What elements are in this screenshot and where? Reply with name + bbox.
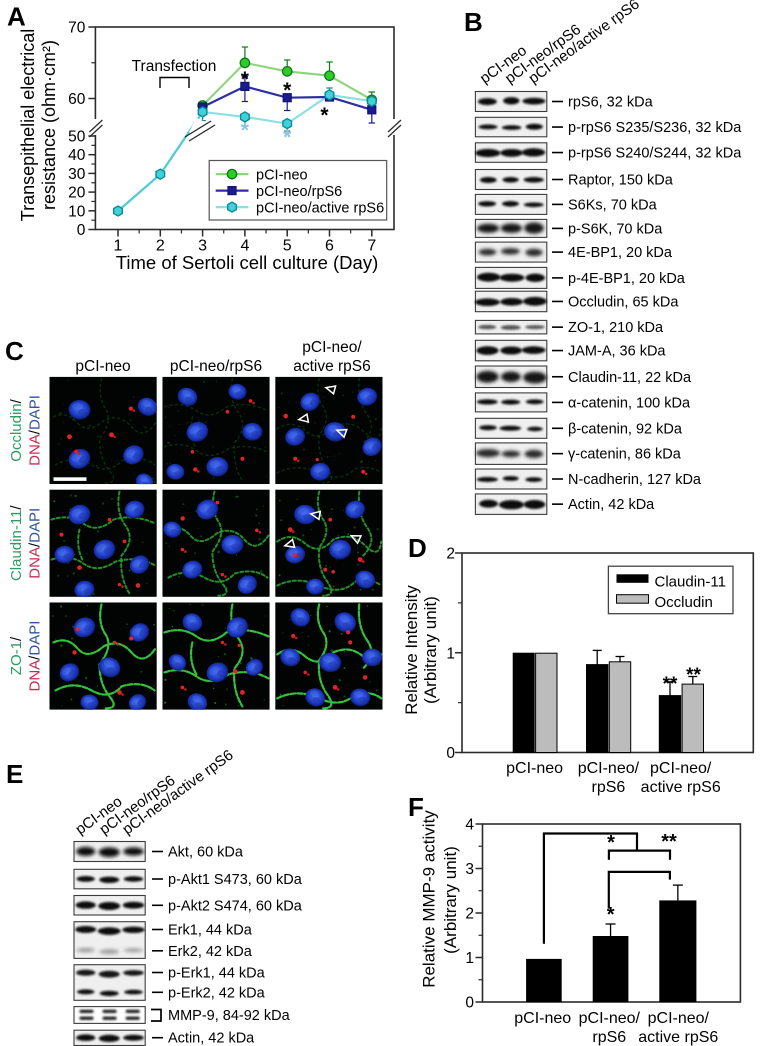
svg-text:pCI-neo/active rpS6: pCI-neo/active rpS6 <box>256 201 384 217</box>
svg-text:30: 30 <box>68 166 86 183</box>
svg-text:Occludin: Occludin <box>655 594 713 611</box>
svg-text:5: 5 <box>283 238 292 255</box>
svg-text:S6Ks, 70 kDa: S6Ks, 70 kDa <box>568 197 658 213</box>
svg-text:6: 6 <box>325 238 334 255</box>
svg-text:MMP-9, 84-92 kDa: MMP-9, 84-92 kDa <box>168 1008 291 1024</box>
svg-text:resistance (ohm·cm²): resistance (ohm·cm²) <box>39 40 59 210</box>
svg-text:2: 2 <box>156 238 165 255</box>
svg-text:Time of Sertoli cell culture (: Time of Sertoli cell culture (Day) <box>116 252 379 273</box>
svg-text:0: 0 <box>77 222 86 239</box>
svg-text:Occludin, 65 kDa: Occludin, 65 kDa <box>568 294 679 310</box>
svg-text:C: C <box>5 336 24 366</box>
svg-text:70: 70 <box>68 20 86 37</box>
svg-text:Raptor, 150 kDa: Raptor, 150 kDa <box>568 173 674 189</box>
svg-text:*: * <box>241 68 250 91</box>
svg-text:1: 1 <box>114 238 123 255</box>
svg-text:Erk1, 44 kDa: Erk1, 44 kDa <box>168 923 253 939</box>
svg-text:E: E <box>6 759 23 789</box>
svg-text:*: * <box>607 832 615 854</box>
svg-text:DNA/DAPI: DNA/DAPI <box>27 621 44 692</box>
svg-text:pCI-neo/rpS6: pCI-neo/rpS6 <box>256 184 342 200</box>
svg-text:*: * <box>607 904 615 926</box>
svg-text:7: 7 <box>367 238 376 255</box>
svg-text:Actin, 42 kDa: Actin, 42 kDa <box>168 1031 255 1046</box>
svg-text:DNA/DAPI: DNA/DAPI <box>27 395 44 466</box>
svg-text:Relative MMP-9 activity: Relative MMP-9 activity <box>420 810 439 988</box>
svg-text:*: * <box>320 104 329 127</box>
svg-text:A: A <box>7 2 26 32</box>
svg-text:pCI-neo/active rpS6: pCI-neo/active rpS6 <box>119 747 236 839</box>
svg-text:N-cadherin, 127 kDa: N-cadherin, 127 kDa <box>568 472 702 488</box>
svg-text:4: 4 <box>465 817 474 834</box>
svg-text:γ-catenin, 86 kDa: γ-catenin, 86 kDa <box>568 447 682 463</box>
svg-text:JAM-A, 36 kDa: JAM-A, 36 kDa <box>568 344 666 360</box>
svg-text:α-catenin, 100 kDa: α-catenin, 100 kDa <box>568 395 691 411</box>
svg-text:**: ** <box>663 674 678 695</box>
svg-text:**: ** <box>661 831 677 853</box>
svg-text:Erk2, 42 kDa: Erk2, 42 kDa <box>168 944 253 960</box>
svg-text:1: 1 <box>465 950 474 967</box>
svg-text:Claudin-11, 22 kDa: Claudin-11, 22 kDa <box>568 370 692 386</box>
svg-text:rpS6: rpS6 <box>592 1029 626 1046</box>
svg-text:0: 0 <box>446 745 455 762</box>
svg-text:Actin, 42 kDa: Actin, 42 kDa <box>568 497 655 513</box>
svg-text:Akt, 60 kDa: Akt, 60 kDa <box>168 845 244 861</box>
svg-text:B: B <box>464 7 483 37</box>
svg-text:Claudin-11: Claudin-11 <box>655 574 726 591</box>
svg-text:2: 2 <box>465 906 474 923</box>
svg-text:pCI-neo: pCI-neo <box>506 760 563 777</box>
svg-text:β-catenin, 92 kDa: β-catenin, 92 kDa <box>568 421 683 437</box>
svg-text:DNA/DAPI: DNA/DAPI <box>27 508 44 579</box>
svg-text:10: 10 <box>68 203 86 220</box>
svg-text:p-4E-BP1, 20 kDa: p-4E-BP1, 20 kDa <box>568 271 686 287</box>
svg-text:60: 60 <box>68 91 86 108</box>
svg-text:p-rpS6 S235/S236, 32 kDa: p-rpS6 S235/S236, 32 kDa <box>568 120 742 136</box>
svg-text:p-S6K, 70 kDa: p-S6K, 70 kDa <box>568 221 663 237</box>
svg-text:0: 0 <box>465 995 474 1012</box>
svg-text:pCI-neo/: pCI-neo/ <box>579 1010 641 1027</box>
svg-text:40: 40 <box>68 147 86 164</box>
svg-text:50: 50 <box>68 129 86 146</box>
svg-text:pCI-neo/: pCI-neo/ <box>648 1010 710 1027</box>
svg-text:pCI-neo/: pCI-neo/ <box>578 760 640 777</box>
svg-text:Claudin-11/: Claudin-11/ <box>8 505 25 581</box>
svg-text:(Arbitrary unit): (Arbitrary unit) <box>441 846 460 954</box>
svg-text:*: * <box>241 119 250 142</box>
svg-text:2: 2 <box>446 546 455 563</box>
svg-text:pCI-neo/: pCI-neo/ <box>302 339 362 356</box>
svg-text:p-Akt2 S474, 60 kDa: p-Akt2 S474, 60 kDa <box>168 898 303 914</box>
svg-text:D: D <box>408 535 427 563</box>
svg-text:(Arbitrary unit): (Arbitrary unit) <box>421 596 440 704</box>
svg-text:1: 1 <box>446 645 455 662</box>
svg-text:pCI-neo: pCI-neo <box>514 1010 571 1027</box>
svg-text:*: * <box>283 126 292 149</box>
svg-text:Transfection: Transfection <box>132 58 217 75</box>
svg-text:active rpS6: active rpS6 <box>638 1029 718 1046</box>
svg-text:4: 4 <box>240 238 249 255</box>
svg-text:Occludin/: Occludin/ <box>8 398 25 461</box>
svg-text:active rpS6: active rpS6 <box>641 779 721 796</box>
svg-text:rpS6, 32 kDa: rpS6, 32 kDa <box>568 95 654 111</box>
svg-text:p-Akt1 S473, 60 kDa: p-Akt1 S473, 60 kDa <box>168 872 303 888</box>
svg-text:pCI-neo/: pCI-neo/ <box>650 760 712 777</box>
svg-text:Relative Intensity: Relative Intensity <box>402 585 421 715</box>
svg-text:pCI-neo/rpS6: pCI-neo/rpS6 <box>170 358 262 375</box>
svg-text:*: * <box>283 79 292 102</box>
svg-text:**: ** <box>686 665 701 686</box>
svg-text:rpS6: rpS6 <box>592 779 626 796</box>
svg-text:active rpS6: active rpS6 <box>293 358 371 375</box>
svg-text:ZO-1, 210 kDa: ZO-1, 210 kDa <box>568 320 664 336</box>
svg-text:3: 3 <box>198 238 207 255</box>
svg-text:20: 20 <box>68 185 86 202</box>
svg-text:p-Erk1, 44 kDa: p-Erk1, 44 kDa <box>168 966 266 982</box>
svg-text:p-rpS6 S240/S244, 32 kDa: p-rpS6 S240/S244, 32 kDa <box>568 146 742 162</box>
svg-text:ZO-1/: ZO-1/ <box>8 636 25 675</box>
svg-text:F: F <box>408 792 424 822</box>
svg-text:pCI-neo: pCI-neo <box>256 168 308 184</box>
svg-text:pCI-neo: pCI-neo <box>75 358 130 375</box>
svg-text:4E-BP1, 20 kDa: 4E-BP1, 20 kDa <box>568 245 673 261</box>
svg-text:p-Erk2, 42 kDa: p-Erk2, 42 kDa <box>168 985 266 1001</box>
svg-text:Transepithelial electrical: Transepithelial electrical <box>18 29 38 221</box>
svg-text:3: 3 <box>465 861 474 878</box>
